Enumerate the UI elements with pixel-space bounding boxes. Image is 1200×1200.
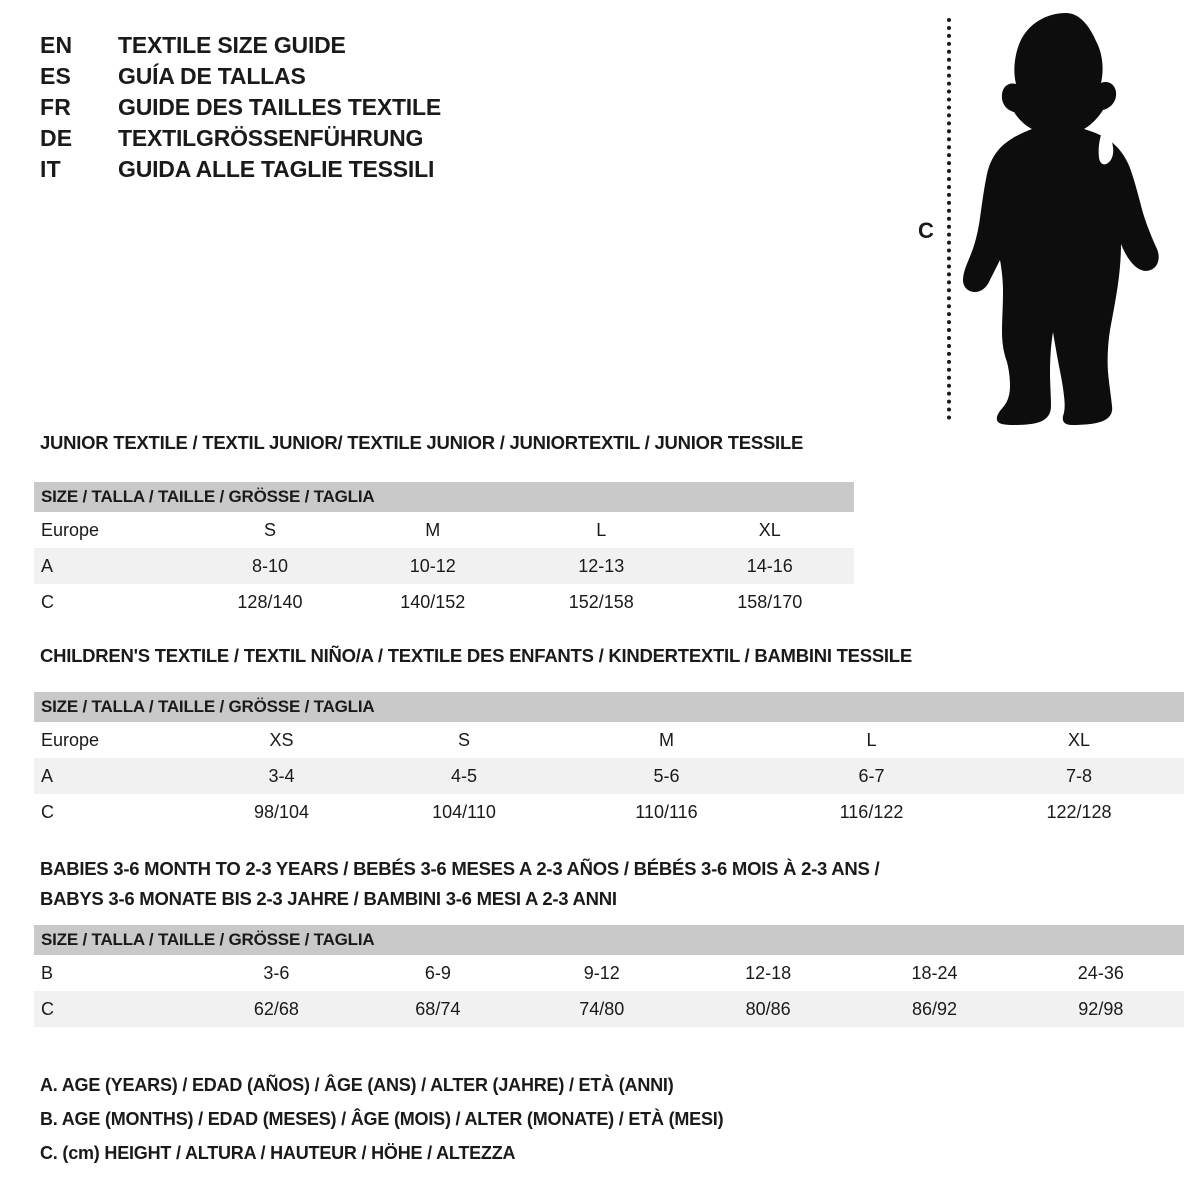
title-row-en: EN TEXTILE SIZE GUIDE: [40, 32, 640, 63]
title-row-fr: FR GUIDE DES TAILLES TEXTILE: [40, 94, 640, 125]
cell-age-xs: 3-4: [268, 765, 295, 786]
figure-area: C: [890, 0, 1190, 440]
row-label-a: A: [41, 555, 54, 576]
page-title-it: GUIDA ALLE TAGLIE TESSILI: [118, 156, 435, 182]
legend-line-c: C. (cm) HEIGHT / ALTURA / HAUTEUR / HÖHE…: [40, 1143, 516, 1163]
cell-months-1: 3-6: [263, 962, 290, 983]
row-label-c: C: [41, 591, 54, 612]
cell-height-4: 80/86: [745, 998, 791, 1019]
row-label-b: B: [41, 962, 54, 983]
section-title-babies-line2: BABYS 3-6 MONATE BIS 2-3 JAHRE / BAMBINI…: [40, 888, 617, 909]
page-title-fr: GUIDE DES TAILLES TEXTILE: [118, 94, 441, 120]
cell-months-2: 6-9: [424, 962, 451, 983]
table-row: A 3-4 4-5 5-6 6-7 7-8: [34, 758, 1184, 794]
cell-age-s: 4-5: [450, 765, 477, 786]
cell-months-5: 18-24: [911, 962, 958, 983]
cell-height-xl: 158/170: [737, 591, 803, 612]
column-header-m: M: [659, 729, 674, 750]
language-code-de: DE: [40, 125, 73, 151]
language-code-en: EN: [40, 32, 73, 58]
table-row: C 128/140 140/152 152/158 158/170: [34, 584, 854, 620]
cell-height-3: 74/80: [579, 998, 625, 1019]
section-title-babies-line1: BABIES 3-6 MONTH TO 2-3 YEARS / BEBÉS 3-…: [40, 858, 880, 879]
table-row: A 8-10 10-12 12-13 14-16: [34, 548, 854, 584]
row-label-c: C: [41, 998, 54, 1019]
cell-age-xl: 14-16: [746, 555, 793, 576]
column-header-s: S: [263, 519, 276, 540]
cell-age-m: 10-12: [409, 555, 456, 576]
row-label-europe: Europe: [41, 729, 100, 750]
height-measure-label: C: [918, 218, 934, 243]
title-block: EN TEXTILE SIZE GUIDE ES GUÍA DE TALLAS …: [40, 32, 640, 187]
table-children-band-label: SIZE / TALLA / TAILLE / GRÖSSE / TAGLIA: [41, 697, 375, 716]
cell-months-4: 12-18: [745, 962, 792, 983]
table-babies-band-header: SIZE / TALLA / TAILLE / GRÖSSE / TAGLIA: [34, 925, 1184, 955]
table-row: B 3-6 6-9 9-12 12-18 18-24 24-36: [34, 955, 1184, 991]
table-babies: SIZE / TALLA / TAILLE / GRÖSSE / TAGLIA …: [34, 925, 1184, 1027]
cell-months-6: 24-36: [1077, 962, 1124, 983]
column-header-xl: XL: [758, 519, 781, 540]
page-title-en: TEXTILE SIZE GUIDE: [118, 32, 346, 58]
cell-height-1: 62/68: [253, 998, 299, 1019]
row-label-a: A: [41, 765, 54, 786]
section-title-children-post: / TEXTILE DES ENFANTS / KINDERTEXTIL / B…: [373, 645, 912, 666]
table-row: Europe S M L XL: [34, 512, 854, 548]
cell-height-m: 110/116: [635, 801, 698, 822]
cell-age-l: 12-13: [578, 555, 625, 576]
cell-height-6: 92/98: [1078, 998, 1124, 1019]
cell-height-m: 140/152: [400, 591, 466, 612]
section-title-children: CHILDREN'S TEXTILE / TEXTIL NIÑO/A / TEX…: [40, 645, 912, 667]
table-children: SIZE / TALLA / TAILLE / GRÖSSE / TAGLIA …: [34, 692, 1184, 830]
title-row-it: IT GUIDA ALLE TAGLIE TESSILI: [40, 156, 640, 187]
column-header-l: L: [596, 519, 607, 540]
cell-height-l: 152/158: [568, 591, 634, 612]
cell-age-s: 8-10: [251, 555, 288, 576]
language-code-it: IT: [40, 156, 61, 182]
section-title-junior: JUNIOR TEXTILE / TEXTIL JUNIOR/ TEXTILE …: [40, 432, 804, 453]
language-code-fr: FR: [40, 94, 72, 120]
table-children-band-header: SIZE / TALLA / TAILLE / GRÖSSE / TAGLIA: [34, 692, 1184, 722]
row-label-c: C: [41, 801, 54, 822]
legend: A. AGE (YEARS) / EDAD (AÑOS) / ÂGE (ANS)…: [40, 1068, 940, 1170]
cell-height-5: 86/92: [911, 998, 957, 1019]
column-header-s: S: [457, 729, 470, 750]
cell-height-xl: 122/128: [1046, 801, 1112, 822]
language-code-es: ES: [40, 63, 72, 89]
table-junior: SIZE / TALLA / TAILLE / GRÖSSE / TAGLIA …: [34, 482, 854, 620]
cell-height-l: 116/122: [839, 801, 904, 822]
legend-line-b: B. AGE (MONTHS) / EDAD (MESES) / ÂGE (MO…: [40, 1109, 724, 1129]
toddler-silhouette-icon: [963, 13, 1159, 425]
page-title-es: GUÍA DE TALLAS: [118, 63, 306, 89]
column-header-m: M: [425, 519, 441, 540]
table-row: C 62/68 68/74 74/80 80/86 86/92 92/98: [34, 991, 1184, 1027]
cell-height-xs: 98/104: [253, 801, 310, 822]
column-header-xs: XS: [269, 729, 294, 750]
height-measure-line: [947, 18, 951, 420]
table-junior-band-label: SIZE / TALLA / TAILLE / GRÖSSE / TAGLIA: [41, 487, 375, 506]
section-title-children-pre: CHILDREN'S TEXTILE / TEXTIL NIÑO/: [40, 645, 361, 666]
cell-height-s: 104/110: [432, 801, 496, 822]
cell-height-2: 68/74: [415, 998, 461, 1019]
cell-age-l: 6-7: [858, 765, 885, 786]
legend-line-a: A. AGE (YEARS) / EDAD (AÑOS) / ÂGE (ANS)…: [40, 1075, 674, 1095]
row-label-europe: Europe: [41, 519, 100, 540]
title-row-es: ES GUÍA DE TALLAS: [40, 63, 640, 94]
column-header-l: L: [866, 729, 877, 750]
section-title-children-sub: A: [360, 645, 374, 666]
page-title-de: TEXTILGRÖSSENFÜHRUNG: [118, 125, 424, 151]
cell-months-3: 9-12: [583, 962, 620, 983]
table-row: C 98/104 104/110 110/116 116/122 122/128: [34, 794, 1184, 830]
column-header-xl: XL: [1067, 729, 1091, 750]
cell-age-xl: 7-8: [1065, 765, 1092, 786]
table-babies-band-label: SIZE / TALLA / TAILLE / GRÖSSE / TAGLIA: [41, 930, 375, 949]
table-junior-band-header: SIZE / TALLA / TAILLE / GRÖSSE / TAGLIA: [34, 482, 854, 512]
cell-height-s: 128/140: [237, 591, 303, 612]
cell-age-m: 5-6: [653, 765, 680, 786]
title-row-de: DE TEXTILGRÖSSENFÜHRUNG: [40, 125, 640, 156]
table-row: Europe XS S M L XL: [34, 722, 1184, 758]
